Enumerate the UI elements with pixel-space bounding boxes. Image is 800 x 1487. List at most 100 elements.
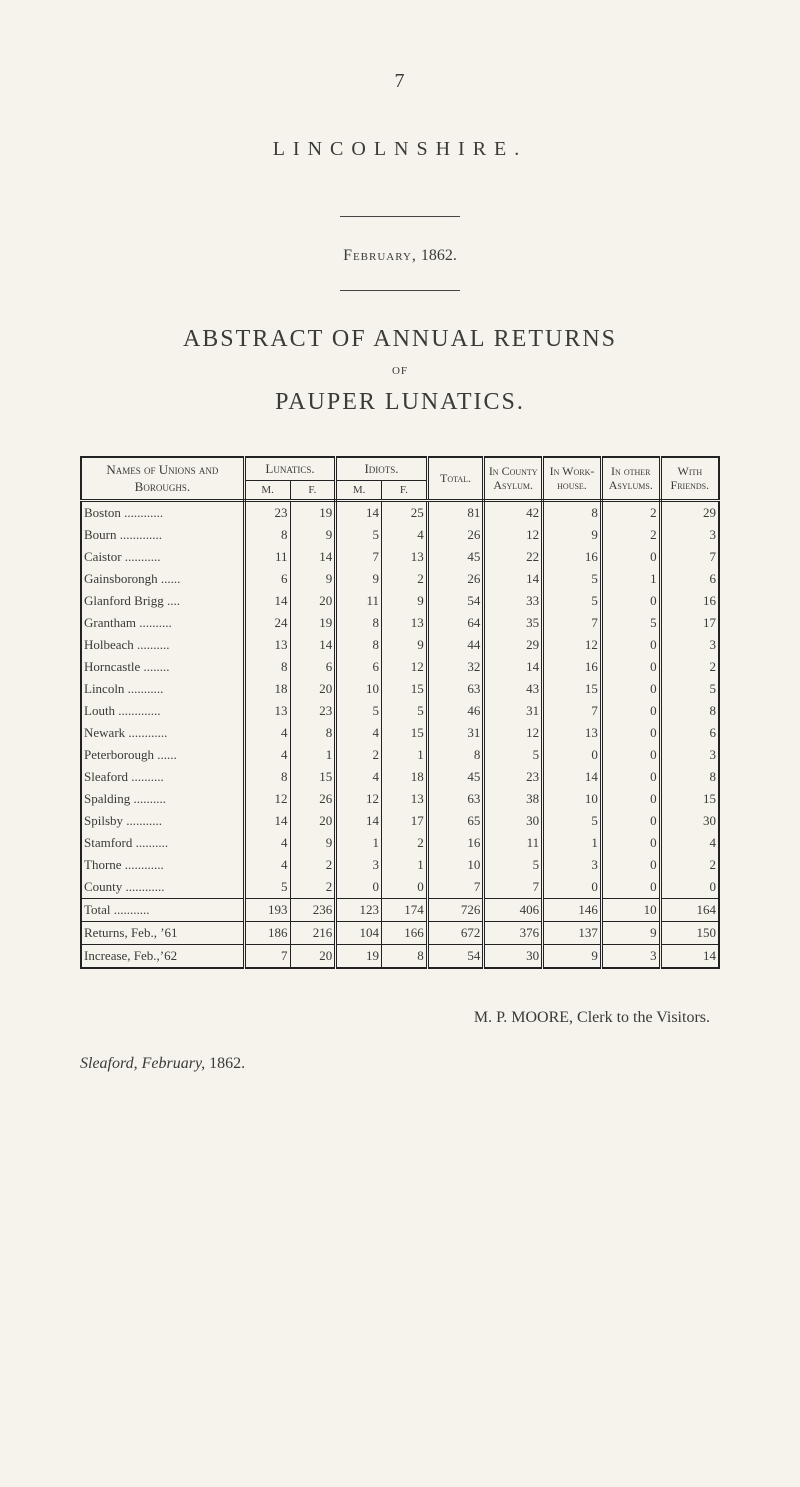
cell-county: 30 xyxy=(484,945,543,969)
cell-id-m: 5 xyxy=(336,524,382,546)
returns-table: Names of Unions and Boroughs. Lunatics. … xyxy=(80,456,720,969)
cell-name: Sleaford .......... xyxy=(81,766,244,788)
cell-work: 0 xyxy=(543,744,602,766)
cell-total: 8 xyxy=(427,744,484,766)
cell-other: 10 xyxy=(601,899,660,922)
cell-id-f: 12 xyxy=(381,656,427,678)
cell-county: 38 xyxy=(484,788,543,810)
cell-friends: 4 xyxy=(660,832,719,854)
col-id-m: M. xyxy=(336,481,382,501)
divider-rule xyxy=(340,216,460,217)
cell-id-m: 4 xyxy=(336,722,382,744)
cell-lun-m: 8 xyxy=(244,656,290,678)
cell-name: Boston ............ xyxy=(81,501,244,525)
cell-friends: 15 xyxy=(660,788,719,810)
col-other-asylums: In other Asylums. xyxy=(601,457,660,501)
region-title: LINCOLNSHIRE. xyxy=(80,138,720,161)
cell-county: 33 xyxy=(484,590,543,612)
cell-county: 5 xyxy=(484,744,543,766)
cell-id-m: 2 xyxy=(336,744,382,766)
cell-county: 14 xyxy=(484,568,543,590)
table-row: County ............520077000 xyxy=(81,876,719,899)
cell-total: 44 xyxy=(427,634,484,656)
col-workhouse: In Work-house. xyxy=(543,457,602,501)
cell-id-m: 7 xyxy=(336,546,382,568)
table-row: Returns, Feb., ’61 186216104166672376137… xyxy=(81,922,719,945)
cell-friends: 17 xyxy=(660,612,719,634)
cell-lun-m: 4 xyxy=(244,832,290,854)
cell-other: 0 xyxy=(601,546,660,568)
cell-lun-m: 13 xyxy=(244,700,290,722)
cell-work: 5 xyxy=(543,810,602,832)
cell-total: 672 xyxy=(427,922,484,945)
cell-work: 3 xyxy=(543,854,602,876)
cell-total: 46 xyxy=(427,700,484,722)
cell-other: 5 xyxy=(601,612,660,634)
table-summary: Total ...........19323612317472640614610… xyxy=(81,899,719,969)
cell-id-f: 15 xyxy=(381,678,427,700)
cell-id-m: 104 xyxy=(336,922,382,945)
cell-lun-m: 14 xyxy=(244,810,290,832)
cell-total: 54 xyxy=(427,945,484,969)
table-row: Holbeach ..........13148944291203 xyxy=(81,634,719,656)
cell-county: 35 xyxy=(484,612,543,634)
cell-county: 5 xyxy=(484,854,543,876)
cell-total: 65 xyxy=(427,810,484,832)
cell-county: 23 xyxy=(484,766,543,788)
cell-id-f: 17 xyxy=(381,810,427,832)
cell-work: 146 xyxy=(543,899,602,922)
cell-id-m: 123 xyxy=(336,899,382,922)
cell-lun-m: 6 xyxy=(244,568,290,590)
cell-id-f: 15 xyxy=(381,722,427,744)
cell-lun-m: 186 xyxy=(244,922,290,945)
cell-id-f: 2 xyxy=(381,568,427,590)
cell-lun-f: 2 xyxy=(290,876,336,899)
cell-other: 0 xyxy=(601,766,660,788)
cell-county: 376 xyxy=(484,922,543,945)
footer-year: 1862. xyxy=(209,1055,245,1072)
cell-other: 0 xyxy=(601,656,660,678)
cell-other: 0 xyxy=(601,700,660,722)
cell-id-f: 0 xyxy=(381,876,427,899)
cell-other: 1 xyxy=(601,568,660,590)
cell-lun-f: 19 xyxy=(290,501,336,525)
cell-lun-m: 18 xyxy=(244,678,290,700)
table-body: Boston ............2319142581428229Bourn… xyxy=(81,501,719,899)
cell-county: 31 xyxy=(484,700,543,722)
cell-county: 29 xyxy=(484,634,543,656)
cell-name: Spalding .......... xyxy=(81,788,244,810)
cell-lun-m: 8 xyxy=(244,766,290,788)
cell-lun-f: 20 xyxy=(290,590,336,612)
cell-id-f: 25 xyxy=(381,501,427,525)
table-row: Glanford Brigg ....142011954335016 xyxy=(81,590,719,612)
cell-id-f: 13 xyxy=(381,788,427,810)
cell-other: 0 xyxy=(601,832,660,854)
cell-county: 406 xyxy=(484,899,543,922)
cell-id-f: 8 xyxy=(381,945,427,969)
table-row: Louth .............1323554631708 xyxy=(81,700,719,722)
cell-id-f: 2 xyxy=(381,832,427,854)
cell-work: 137 xyxy=(543,922,602,945)
cell-lun-m: 4 xyxy=(244,744,290,766)
cell-id-f: 9 xyxy=(381,590,427,612)
cell-name: Grantham .......... xyxy=(81,612,244,634)
cell-lun-f: 9 xyxy=(290,832,336,854)
cell-lun-f: 2 xyxy=(290,854,336,876)
cell-friends: 2 xyxy=(660,656,719,678)
cell-work: 5 xyxy=(543,590,602,612)
cell-friends: 6 xyxy=(660,568,719,590)
cell-friends: 3 xyxy=(660,744,719,766)
cell-total: 16 xyxy=(427,832,484,854)
table-row: Spilsby ...........1420141765305030 xyxy=(81,810,719,832)
cell-id-f: 4 xyxy=(381,524,427,546)
cell-work: 9 xyxy=(543,524,602,546)
cell-id-m: 10 xyxy=(336,678,382,700)
cell-total: 7 xyxy=(427,876,484,899)
table-row: Boston ............2319142581428229 xyxy=(81,501,719,525)
cell-total: 63 xyxy=(427,788,484,810)
document-page: 7 LINCOLNSHIRE. February, 1862. ABSTRACT… xyxy=(0,0,800,1487)
cell-work: 15 xyxy=(543,678,602,700)
divider-rule xyxy=(340,290,460,291)
cell-name: County ............ xyxy=(81,876,244,899)
cell-friends: 150 xyxy=(660,922,719,945)
